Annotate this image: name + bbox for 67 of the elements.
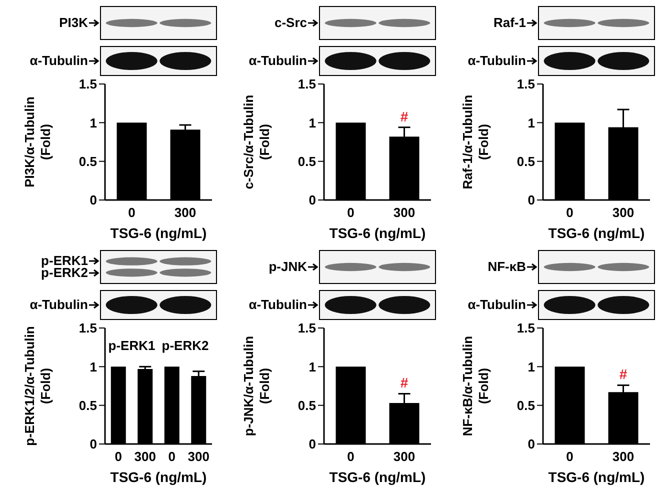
annotation: p-ERK1 bbox=[107, 338, 156, 354]
y-tick-label: 1.5 bbox=[78, 320, 97, 336]
y-tick-label: 0 bbox=[528, 436, 535, 452]
x-axis-title: TSG-6 (ng/mL) bbox=[110, 469, 207, 485]
text: α-Tubulin bbox=[468, 297, 526, 313]
text: c-Src bbox=[274, 15, 307, 31]
y-tick-label: 1 bbox=[90, 115, 97, 130]
x-tick-label: 300 bbox=[393, 449, 416, 464]
y-tick-label: 0.5 bbox=[298, 154, 316, 169]
text: α-Tubulin bbox=[248, 53, 307, 69]
y-tick-label: 1.5 bbox=[298, 76, 316, 92]
x-tick-label: 0 bbox=[566, 449, 574, 464]
text: Raf-1 bbox=[493, 15, 526, 31]
text: α-Tubulin bbox=[30, 53, 88, 69]
x-axis-title: TSG-6 (ng/mL) bbox=[329, 225, 426, 241]
x-tick-label: 300 bbox=[188, 449, 210, 464]
x-tick-label: 0 bbox=[347, 449, 354, 464]
y-tick-label: 0 bbox=[308, 192, 316, 208]
y-axis-title: c-Src/α-Tubulin (Fold) bbox=[241, 94, 272, 190]
text: α-Tubulin bbox=[30, 297, 88, 313]
y-tick-label: 1.5 bbox=[516, 76, 535, 92]
text: NF-κB bbox=[488, 259, 526, 275]
x-axis-title: TSG-6 (ng/mL) bbox=[548, 225, 645, 241]
y-tick-label: 1 bbox=[528, 115, 535, 130]
y-axis-title: PI3K/α-Tubulin (Fold) bbox=[22, 96, 53, 188]
y-tick-label: 0 bbox=[90, 192, 97, 208]
x-tick-label: 300 bbox=[612, 205, 634, 220]
y-tick-label: 0.5 bbox=[78, 154, 97, 169]
y-axis-title: Raf-1/α-Tubulin (Fold) bbox=[460, 94, 491, 190]
x-tick-label: 0 bbox=[168, 449, 176, 464]
x-tick-label: 0 bbox=[566, 205, 574, 220]
y-axis-title: p-JNK/α-Tubulin (Fold) bbox=[241, 336, 272, 436]
text: p-JNK bbox=[268, 259, 307, 275]
y-tick-label: 0.5 bbox=[516, 398, 535, 413]
y-tick-label: 1 bbox=[308, 115, 316, 130]
x-axis-title: TSG-6 (ng/mL) bbox=[329, 469, 426, 485]
x-axis-title: TSG-6 (ng/mL) bbox=[110, 225, 207, 241]
x-tick-label: 0 bbox=[347, 205, 354, 220]
y-tick-label: 0.5 bbox=[516, 154, 535, 169]
annotation: p-ERK2 bbox=[160, 338, 210, 354]
annotation: # bbox=[400, 108, 408, 124]
text: PI3K bbox=[59, 15, 88, 31]
text: p-ERK1 bbox=[41, 253, 88, 268]
x-tick-label: 300 bbox=[134, 449, 156, 464]
y-tick-label: 1.5 bbox=[298, 320, 316, 336]
x-tick-label: 300 bbox=[393, 205, 416, 220]
x-axis-title: TSG-6 (ng/mL) bbox=[548, 469, 645, 485]
text: α-Tubulin bbox=[468, 53, 526, 69]
y-tick-label: 1 bbox=[528, 359, 535, 374]
x-tick-label: 300 bbox=[174, 205, 196, 220]
y-tick-label: 0.5 bbox=[78, 398, 97, 413]
x-tick-label: 0 bbox=[114, 449, 122, 464]
y-tick-label: 0 bbox=[528, 192, 535, 208]
x-tick-label: 0 bbox=[128, 205, 136, 220]
y-tick-label: 0 bbox=[308, 436, 316, 452]
y-tick-label: 0.5 bbox=[298, 398, 316, 413]
y-tick-label: 1.5 bbox=[516, 320, 535, 336]
text: α-Tubulin bbox=[248, 297, 307, 313]
y-tick-label: 1 bbox=[308, 359, 316, 374]
y-axis-title: p-ERK1/2/α-Tubulin (Fold) bbox=[22, 326, 53, 446]
y-tick-label: 1.5 bbox=[78, 76, 97, 92]
annotation: # bbox=[400, 374, 408, 391]
y-axis-title: NF-κB/α-Tubulin (Fold) bbox=[460, 336, 491, 436]
y-tick-label: 1 bbox=[90, 359, 97, 374]
y-tick-label: 0 bbox=[90, 436, 97, 452]
annotation: # bbox=[619, 366, 628, 382]
x-tick-label: 300 bbox=[612, 449, 634, 464]
